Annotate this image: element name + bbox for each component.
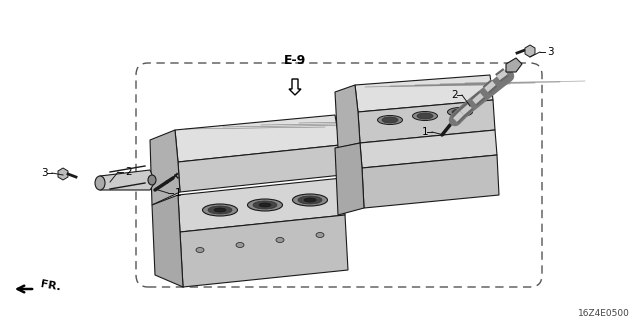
Ellipse shape [304, 198, 316, 202]
Ellipse shape [208, 206, 232, 214]
Text: 1: 1 [175, 188, 182, 198]
Polygon shape [175, 115, 340, 162]
Text: 16Z4E0500: 16Z4E0500 [578, 308, 630, 317]
Polygon shape [358, 100, 495, 143]
Polygon shape [152, 195, 183, 287]
Ellipse shape [148, 175, 156, 185]
Text: 2: 2 [125, 167, 132, 177]
Polygon shape [180, 215, 348, 287]
Polygon shape [178, 145, 342, 192]
Polygon shape [100, 170, 155, 190]
Ellipse shape [452, 109, 468, 115]
Text: 2: 2 [451, 90, 458, 100]
Polygon shape [335, 143, 364, 215]
Text: 1: 1 [421, 127, 428, 137]
Ellipse shape [447, 108, 472, 116]
Text: 3: 3 [42, 168, 48, 178]
Text: 3: 3 [547, 47, 554, 57]
Ellipse shape [236, 243, 244, 247]
Polygon shape [360, 130, 497, 168]
Ellipse shape [253, 201, 277, 209]
Polygon shape [506, 58, 522, 72]
Text: E-9: E-9 [284, 54, 306, 67]
Ellipse shape [382, 117, 398, 123]
Polygon shape [335, 85, 360, 148]
Polygon shape [355, 75, 493, 112]
Polygon shape [362, 155, 499, 208]
Ellipse shape [378, 116, 403, 124]
Ellipse shape [196, 247, 204, 252]
Polygon shape [58, 168, 68, 180]
Ellipse shape [276, 237, 284, 243]
Ellipse shape [214, 208, 226, 212]
Ellipse shape [292, 194, 328, 206]
Polygon shape [150, 130, 180, 205]
Ellipse shape [298, 196, 322, 204]
Ellipse shape [417, 113, 433, 119]
Ellipse shape [248, 199, 282, 211]
Ellipse shape [202, 204, 237, 216]
Ellipse shape [413, 111, 438, 121]
FancyArrow shape [289, 79, 301, 95]
Ellipse shape [95, 176, 105, 190]
Polygon shape [178, 178, 345, 232]
Polygon shape [525, 45, 535, 57]
Ellipse shape [259, 203, 271, 207]
Text: FR.: FR. [40, 279, 62, 293]
Ellipse shape [316, 233, 324, 237]
